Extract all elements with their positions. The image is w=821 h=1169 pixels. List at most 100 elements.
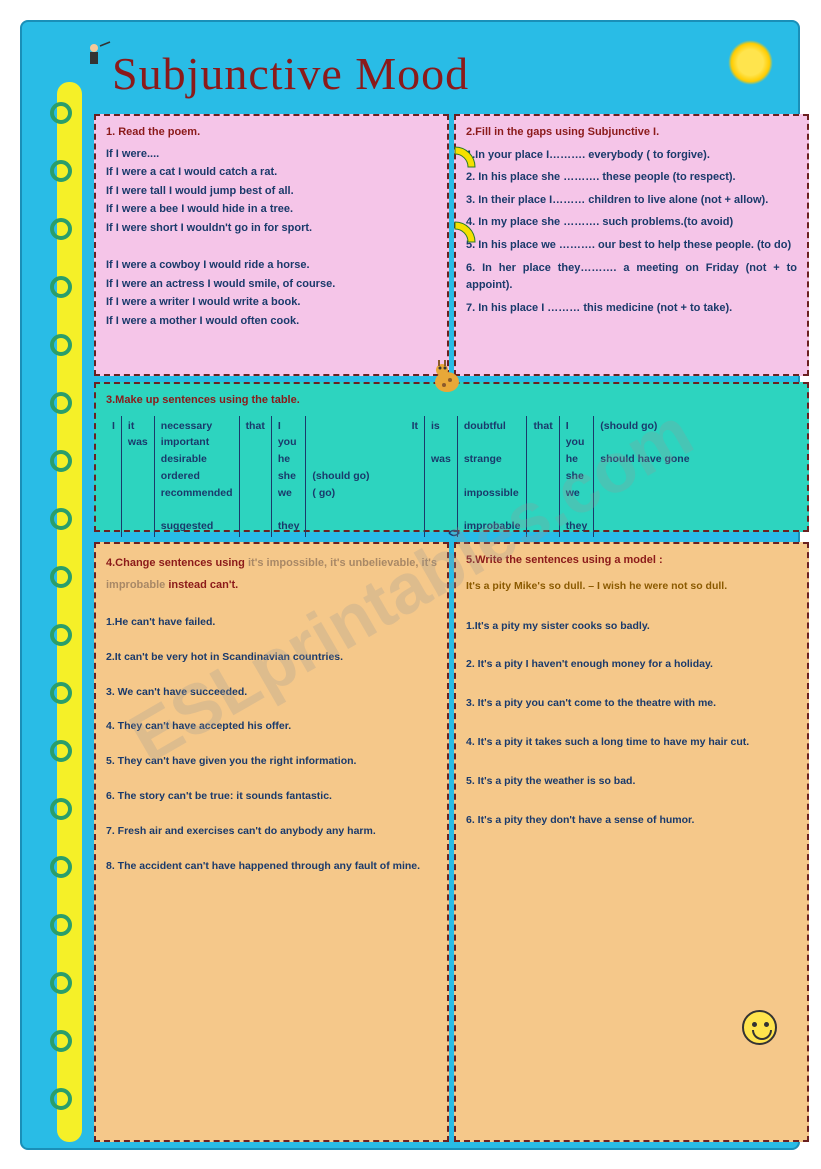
table-cell: that — [246, 418, 265, 435]
table-cell: they — [278, 518, 300, 535]
table-left: Iitwasnecessaryimportantdesirableordered… — [106, 416, 376, 538]
poem-line: If I were a mother I would often cook. — [106, 313, 437, 331]
connector-icon — [447, 526, 461, 540]
ex4-item: 1.He can't have failed. — [106, 614, 437, 631]
table-cell: I — [566, 418, 588, 435]
poem-line: If I were an actress I would smile, of c… — [106, 276, 437, 294]
table-cell: she — [566, 468, 588, 485]
table-cell: it — [128, 418, 148, 435]
table-cell: ( go) — [312, 485, 369, 502]
table-column: necessaryimportantdesirableorderedrecomm… — [154, 416, 239, 538]
spiral-ring — [50, 334, 72, 356]
table-column: itwas — [121, 416, 154, 538]
table-cell: was — [431, 451, 451, 468]
table-cell — [600, 434, 689, 451]
spiral-ring — [50, 914, 72, 936]
gap-item: 3. In their place I……… children to live … — [466, 192, 797, 210]
table-cell: important — [161, 434, 233, 451]
spiral-ring — [50, 218, 72, 240]
gap-item: 5. In his place we ………. our best to help… — [466, 237, 797, 255]
table-cell: you — [566, 434, 588, 451]
table-column: Iyouheshewe they — [559, 416, 594, 538]
exercise-3: 3.Make up sentences using the table. Iit… — [94, 382, 809, 532]
spiral-ring — [50, 392, 72, 414]
table-cell: we — [566, 485, 588, 502]
spiral-ring — [50, 856, 72, 878]
poem-line: If I were a writer I would write a book. — [106, 294, 437, 312]
spiral-ring — [50, 102, 72, 124]
spiral-ring — [50, 972, 72, 994]
table-cell: I — [278, 418, 300, 435]
table-cell: that — [533, 418, 552, 435]
table-column: doubtful strange impossible improbable — [457, 416, 527, 538]
spiral-ring — [50, 160, 72, 182]
teacher-icon — [82, 40, 112, 70]
ex4-item: 3. We can't have succeeded. — [106, 684, 437, 701]
table-cell — [566, 502, 588, 519]
spiral-ring — [50, 1088, 72, 1110]
arrow-icon — [430, 142, 480, 192]
spiral-ring — [50, 450, 72, 472]
page-title: Subjunctive Mood — [112, 47, 469, 100]
table-cell: should have gone — [600, 451, 689, 468]
table-cell: she — [278, 468, 300, 485]
ex4-item: 4. They can't have accepted his offer. — [106, 718, 437, 735]
ex5-item: 6. It's a pity they don't have a sense o… — [466, 811, 797, 830]
exercise-5: 5.Write the sentences using a model : It… — [454, 542, 809, 1142]
table-cell: necessary — [161, 418, 233, 435]
table-cell: is — [431, 418, 451, 435]
table-cell: desirable — [161, 451, 233, 468]
table-cell: impossible — [464, 485, 521, 502]
smiley-icon — [742, 1010, 777, 1045]
table-cell — [161, 502, 233, 519]
table-cell — [464, 434, 521, 451]
table-cell — [312, 434, 369, 451]
table-column: is was — [424, 416, 457, 538]
table-cell: suggested — [161, 518, 233, 535]
poem-line: If I were a cat I would catch a rat. — [106, 164, 437, 182]
poem-line: If I were a cowboy I would ride a horse. — [106, 257, 437, 275]
ex5-item: 3. It's a pity you can't come to the the… — [466, 694, 797, 713]
table-cell — [312, 418, 369, 435]
table-column: I — [106, 416, 121, 538]
table-cell: It — [412, 418, 418, 435]
ex4-item: 2.It can't be very hot in Scandinavian c… — [106, 649, 437, 666]
table-cell: he — [566, 451, 588, 468]
spiral-ring — [50, 508, 72, 530]
gap-item: 2. In his place she ………. these people (t… — [466, 169, 797, 187]
table-column: It — [406, 416, 424, 538]
spiral-ring — [50, 624, 72, 646]
ex5-model: It's a pity Mike's so dull. – I wish he … — [466, 576, 797, 597]
exercise-4: 4.Change sentences using it's impossible… — [94, 542, 449, 1142]
arrow-icon — [430, 217, 480, 267]
exercise-1: 1. Read the poem. If I were....If I were… — [94, 114, 449, 376]
table-cell — [431, 434, 451, 451]
poem-line — [106, 239, 437, 257]
table-cell — [278, 502, 300, 519]
table-cell — [464, 468, 521, 485]
ex4-item: 8. The accident can't have happened thro… — [106, 858, 437, 875]
table-cell: they — [566, 518, 588, 535]
ex2-header: 2.Fill in the gaps using Subjunctive I. — [466, 124, 797, 142]
table-cell: (should go) — [600, 418, 689, 435]
table-cell: I — [112, 418, 115, 435]
ex5-item: 1.It's a pity my sister cooks so badly. — [466, 617, 797, 636]
table-cell: recommended — [161, 485, 233, 502]
table-column: that — [526, 416, 558, 538]
sun-icon — [728, 40, 773, 85]
gap-item: 1.In your place I………. everybody ( to for… — [466, 147, 797, 165]
table-cell: ordered — [161, 468, 233, 485]
spiral-ring — [50, 1030, 72, 1052]
ex5-item: 5. It's a pity the weather is so bad. — [466, 772, 797, 791]
poem-line: If I were.... — [106, 146, 437, 164]
exercise-2: 2.Fill in the gaps using Subjunctive I. … — [454, 114, 809, 376]
table-cell: you — [278, 434, 300, 451]
ex4-item: 6. The story can't be true: it sounds fa… — [106, 788, 437, 805]
ex5-header: 5.Write the sentences using a model : — [466, 552, 797, 570]
table-cell: doubtful — [464, 418, 521, 435]
table-column: (should go) should have gone — [593, 416, 695, 538]
poem-line: If I were short I wouldn't go in for spo… — [106, 220, 437, 238]
table-cell: he — [278, 451, 300, 468]
table-right: Itis wasdoubtful strange impossible impr… — [406, 416, 696, 538]
table-column: (should go)( go) — [305, 416, 375, 538]
